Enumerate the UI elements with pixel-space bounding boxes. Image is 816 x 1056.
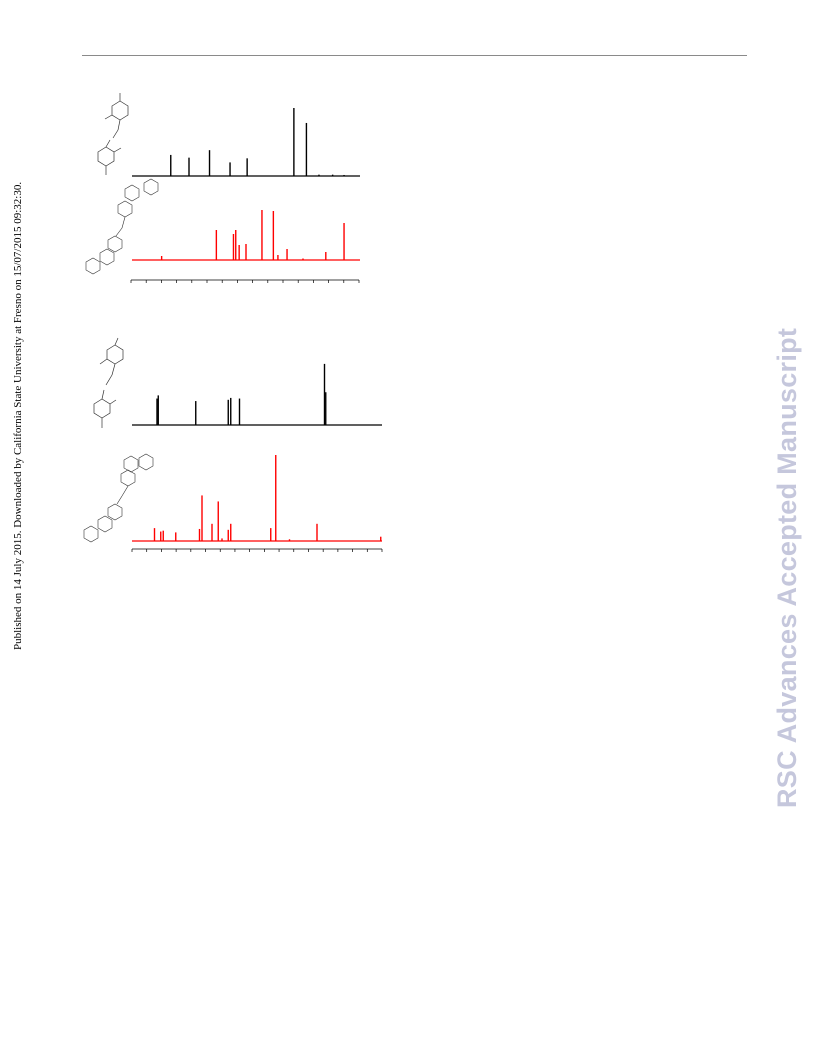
- structure-lower-2: [83, 453, 154, 543]
- spectrum-lower-red: [132, 455, 382, 542]
- spectrum-upper-black: [132, 108, 360, 177]
- structure-lower-1: [93, 337, 124, 428]
- structure-upper-2: [85, 178, 159, 275]
- spectrum-upper-red: [132, 210, 360, 261]
- header-rule: [82, 55, 747, 56]
- structure-upper-1: [97, 93, 129, 175]
- x-axis-upper: [130, 279, 360, 283]
- spectrum-lower-black: [132, 363, 382, 426]
- x-axis-lower: [131, 548, 383, 552]
